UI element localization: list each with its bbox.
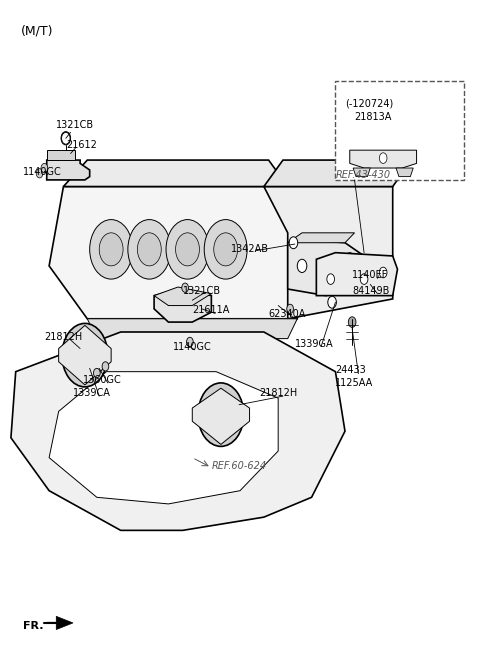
Polygon shape <box>49 372 278 504</box>
Circle shape <box>287 304 293 313</box>
Text: 21812H: 21812H <box>44 332 83 342</box>
Text: 21612: 21612 <box>66 140 96 150</box>
Text: 1339CA: 1339CA <box>73 388 111 398</box>
Polygon shape <box>47 160 90 180</box>
Circle shape <box>61 132 70 144</box>
Polygon shape <box>154 289 211 322</box>
Polygon shape <box>288 240 364 295</box>
Circle shape <box>297 259 307 272</box>
Text: FR.: FR. <box>23 622 43 631</box>
Polygon shape <box>264 160 412 187</box>
Text: 1140GC: 1140GC <box>173 342 212 352</box>
Text: 21812H: 21812H <box>259 388 297 398</box>
Text: (-120724): (-120724) <box>345 98 393 108</box>
Text: 62340A: 62340A <box>269 309 306 319</box>
Circle shape <box>214 233 238 266</box>
Circle shape <box>204 220 247 279</box>
Text: REF.43-430: REF.43-430 <box>336 170 391 180</box>
Text: 1140GC: 1140GC <box>23 167 61 177</box>
Text: (M/T): (M/T) <box>21 25 53 38</box>
Text: 1339GA: 1339GA <box>295 339 334 349</box>
Text: 1342AB: 1342AB <box>230 244 268 254</box>
Circle shape <box>198 383 244 446</box>
Polygon shape <box>59 325 111 385</box>
Polygon shape <box>63 160 288 187</box>
Circle shape <box>348 317 356 327</box>
Circle shape <box>166 220 209 279</box>
Circle shape <box>90 220 132 279</box>
Polygon shape <box>49 187 312 319</box>
Polygon shape <box>316 253 397 295</box>
Circle shape <box>176 233 199 266</box>
Circle shape <box>102 362 109 371</box>
Circle shape <box>210 400 231 429</box>
Polygon shape <box>11 332 345 531</box>
Polygon shape <box>288 233 355 243</box>
Polygon shape <box>192 388 250 444</box>
Circle shape <box>94 369 100 378</box>
Circle shape <box>289 237 298 249</box>
Polygon shape <box>264 187 393 319</box>
Polygon shape <box>154 287 211 305</box>
Circle shape <box>41 163 48 173</box>
Text: 1125AA: 1125AA <box>336 378 374 388</box>
Circle shape <box>137 233 161 266</box>
Circle shape <box>61 131 71 145</box>
Circle shape <box>328 296 336 308</box>
Circle shape <box>62 323 108 387</box>
Polygon shape <box>353 168 370 177</box>
Polygon shape <box>47 150 75 160</box>
Text: 1140EF: 1140EF <box>352 270 388 280</box>
Polygon shape <box>56 616 73 629</box>
Polygon shape <box>87 319 297 339</box>
Text: 1360GC: 1360GC <box>83 375 121 385</box>
Circle shape <box>182 283 189 292</box>
Circle shape <box>379 153 387 163</box>
Polygon shape <box>350 150 417 168</box>
Circle shape <box>128 220 171 279</box>
Text: 84149B: 84149B <box>352 286 390 295</box>
Text: 24433: 24433 <box>336 365 366 375</box>
Circle shape <box>187 337 193 347</box>
Circle shape <box>345 253 355 266</box>
Text: 1321CB: 1321CB <box>183 286 221 295</box>
Circle shape <box>331 262 340 276</box>
Circle shape <box>74 341 96 370</box>
Text: 21611A: 21611A <box>192 305 229 315</box>
Text: 1321CB: 1321CB <box>56 120 95 130</box>
Circle shape <box>99 233 123 266</box>
Circle shape <box>327 274 335 284</box>
Circle shape <box>36 169 43 178</box>
Circle shape <box>360 274 368 284</box>
Bar <box>336 81 464 180</box>
Text: REF.60-624: REF.60-624 <box>211 461 266 471</box>
Polygon shape <box>396 168 413 177</box>
Text: 21813A: 21813A <box>355 112 392 122</box>
Circle shape <box>379 267 387 278</box>
